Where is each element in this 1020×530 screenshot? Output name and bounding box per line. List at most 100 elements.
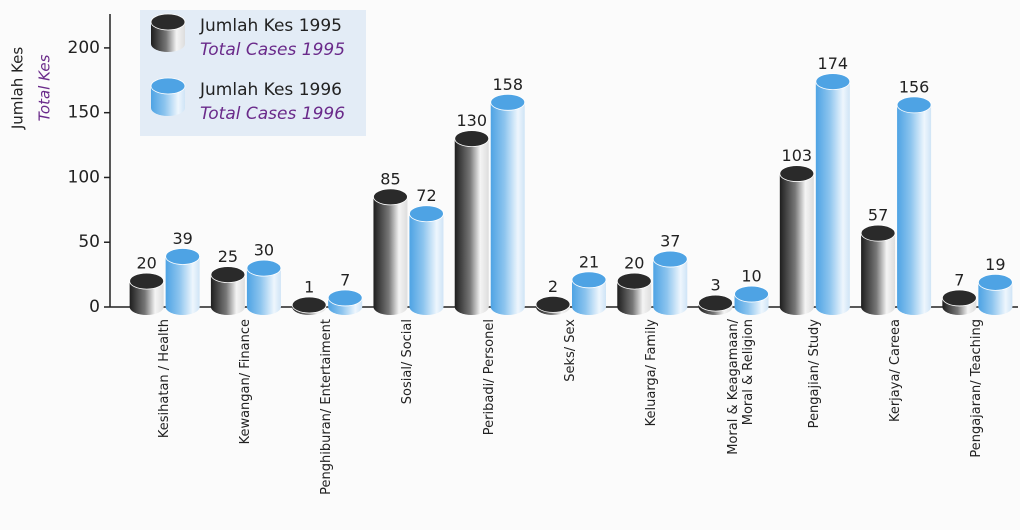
cylinder-top [535,296,571,313]
cylinder-top [210,266,246,284]
legend-label: Jumlah Kes 1995 [199,16,342,36]
y-label: Jumlah Kes [9,47,27,130]
bar [409,205,444,315]
cylinder-body [373,196,408,307]
value-label: 21 [579,252,599,271]
cylinder-top [941,289,977,307]
cylinder-body [815,81,850,307]
bar [535,296,571,315]
x-tick-label: Kesihatan / Health [156,319,172,439]
y-tick-label: 0 [89,297,100,317]
bar [327,289,363,315]
cylinder-top [291,296,327,314]
y-tick-label: 50 [78,232,100,252]
legend-label-en: Total Cases 1996 [200,104,345,124]
cylinder-top [652,250,688,268]
value-label: 158 [492,75,523,94]
bar [860,224,896,315]
bar [246,259,282,315]
cylinder-body [490,102,525,308]
value-label: 156 [899,77,930,96]
y-tick-label: 100 [68,167,100,187]
value-label: 37 [660,232,680,251]
cylinder-body [165,256,200,307]
value-label: 19 [985,255,1005,274]
bar [373,188,408,315]
cylinder-top [165,248,201,265]
bar [734,285,769,315]
cylinder-body [861,233,896,307]
cylinder-top [779,165,815,182]
value-label: 10 [741,267,761,286]
bar [129,272,165,315]
legend-label: Jumlah Kes 1996 [199,80,342,100]
cylinder-top [150,13,186,31]
cylinder-top [373,188,408,206]
bar [165,248,201,315]
cylinder-top [246,259,282,277]
x-tick-label: Kerjaya/ Careea [888,319,904,423]
value-label: 57 [868,206,888,225]
x-tick-label: Sosial/ Social [400,319,416,405]
cylinder-top [815,73,851,90]
y-tick-label: 150 [68,103,100,123]
bar [941,289,977,315]
x-tick-label: Keluarga/ Family [644,319,660,427]
cylinder-top [490,93,526,111]
cylinder-top [150,77,186,95]
value-label: 1 [304,278,314,297]
value-label: 85 [380,169,400,188]
x-tick-label: Pengajaran/ Teaching [969,319,985,458]
cylinder-top [571,271,607,289]
x-tick-label: Pengajian/ Study [806,319,822,429]
value-label: 103 [782,146,813,165]
cylinder-top [896,96,932,114]
value-label: 7 [954,270,964,289]
cylinder-top [129,272,165,290]
value-label: 3 [710,276,720,295]
x-tick-label: Seks/ Sex [563,319,578,382]
legend-label-en: Total Cases 1995 [200,40,345,60]
cylinder-top [409,205,444,223]
bar [779,165,815,315]
bar [571,271,607,315]
value-label: 72 [416,186,436,205]
bar [977,273,1013,315]
value-label: 20 [136,254,156,273]
value-label: 39 [172,229,192,248]
x-tick-label: Peribadi/ Personel [481,319,497,436]
value-label: 7 [340,270,350,289]
bar [652,250,688,315]
bar [490,93,526,315]
cylinder-top [454,130,490,147]
value-label: 25 [218,247,238,266]
value-label: 20 [624,254,644,273]
x-tick-label: Kewangan/ Finance [237,319,253,445]
bar [210,266,246,315]
bar [291,296,327,315]
y-tick-label: 200 [68,38,100,58]
bar [454,130,490,315]
bar [698,294,733,315]
bar [896,96,932,315]
cylinder-body [897,104,932,307]
cylinder-body [409,213,444,307]
cylinder-body [779,173,814,307]
cylinder-top [734,285,769,303]
value-label: 174 [818,54,849,73]
cylinder-top [860,224,896,242]
x-tick-label: Penghiburan/ Entertaiment [319,319,335,495]
y-label-en: Total Kes [36,54,54,121]
cylinder-body [454,138,489,307]
bar [815,73,851,315]
cylinder-top [327,289,363,307]
value-label: 2 [548,277,558,296]
bar [616,272,652,315]
value-label: 30 [254,241,274,260]
value-label: 130 [456,111,487,130]
cylinder-top [977,273,1013,291]
cylinder-top [698,294,733,312]
cylinder-top [616,272,652,290]
